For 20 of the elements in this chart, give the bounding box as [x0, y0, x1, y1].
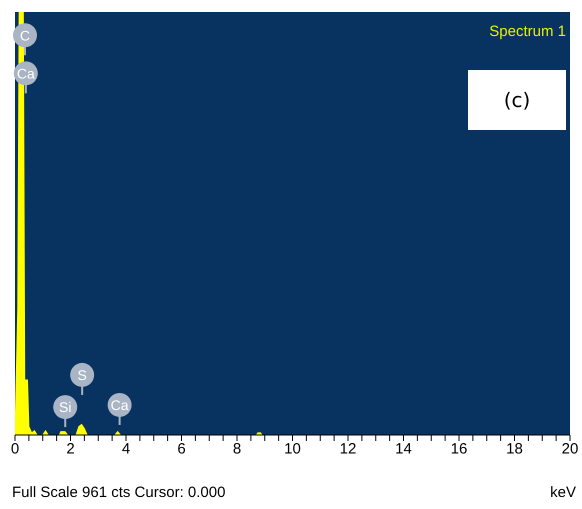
- annotation: Ca: [16, 65, 35, 82]
- text: Full Scale 961 cts Cursor: 0.000: [12, 484, 226, 501]
- x-tick-label: 8: [232, 440, 242, 458]
- x-tick-label: 20: [562, 440, 578, 458]
- x-axis-title: keV: [550, 484, 576, 501]
- annotation: Ca: [110, 396, 129, 413]
- annotation: Si: [59, 399, 72, 416]
- x-tick-label: 0: [10, 440, 20, 458]
- text-box: (c): [468, 70, 566, 130]
- x-tick-label: 12: [340, 440, 356, 458]
- annotation: S: [77, 366, 87, 383]
- text: Spectrum 1: [489, 23, 566, 40]
- annotation: C: [20, 27, 30, 44]
- x-tick-label: 16: [450, 440, 468, 458]
- x-tick-label: 10: [284, 440, 301, 458]
- x-tick-label: 2: [66, 440, 75, 458]
- x-tick-label: 4: [122, 440, 130, 458]
- x-tick-label: 14: [395, 440, 412, 458]
- x-tick-label: 18: [506, 440, 523, 458]
- x-tick-label: 6: [177, 440, 186, 458]
